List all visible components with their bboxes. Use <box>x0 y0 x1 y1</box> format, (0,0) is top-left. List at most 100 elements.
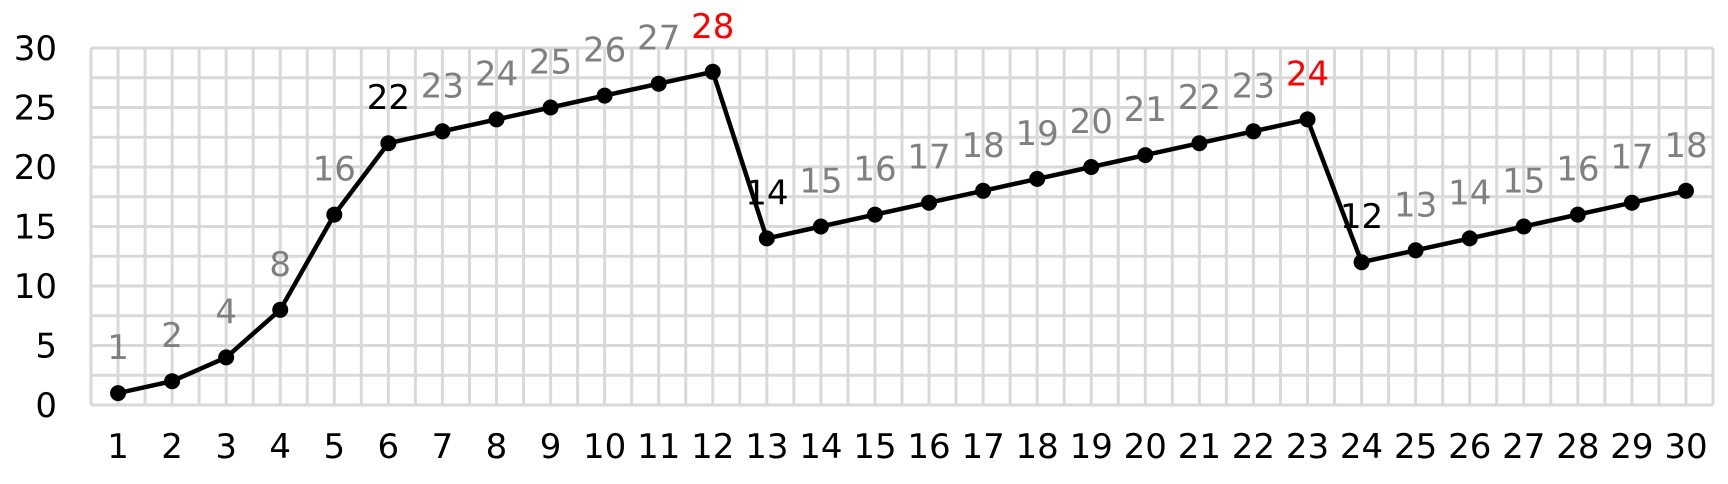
x-tick-label: 10 <box>583 427 626 467</box>
x-tick-label: 25 <box>1394 427 1437 467</box>
data-point <box>488 111 505 128</box>
x-tick-label: 9 <box>540 427 562 467</box>
x-tick-label: 23 <box>1286 427 1329 467</box>
data-label: 27 <box>637 19 680 59</box>
data-point <box>542 99 559 116</box>
data-label: 16 <box>313 150 356 190</box>
data-label: 28 <box>691 7 734 47</box>
data-label: 15 <box>1502 162 1545 202</box>
data-point <box>326 206 343 223</box>
chart-grid <box>89 46 1715 407</box>
data-point <box>650 75 667 92</box>
x-tick-label: 17 <box>961 427 1004 467</box>
y-tick-label: 15 <box>14 208 57 248</box>
x-tick-label: 15 <box>853 427 896 467</box>
data-label: 23 <box>1232 66 1275 106</box>
data-label: 22 <box>367 78 410 118</box>
data-label: 13 <box>1394 185 1437 225</box>
data-point <box>975 182 992 199</box>
data-point <box>1623 194 1640 211</box>
data-point <box>1569 206 1586 223</box>
data-point <box>218 349 235 366</box>
y-tick-label: 10 <box>14 267 57 307</box>
x-tick-label: 22 <box>1232 427 1275 467</box>
data-label: 17 <box>1610 138 1653 178</box>
x-tick-label: 18 <box>1016 427 1059 467</box>
x-tick-label: 2 <box>161 427 183 467</box>
data-label: 12 <box>1340 197 1383 237</box>
x-tick-label: 28 <box>1556 427 1599 467</box>
y-tick-label: 0 <box>35 386 57 426</box>
data-label: 21 <box>1124 90 1167 130</box>
x-tick-label: 29 <box>1610 427 1653 467</box>
data-point <box>110 385 127 402</box>
data-label: 19 <box>1016 114 1059 154</box>
data-label: 20 <box>1070 102 1113 142</box>
data-point <box>434 123 451 140</box>
data-label: 14 <box>1448 173 1491 213</box>
x-tick-label: 21 <box>1178 427 1221 467</box>
x-tick-label: 26 <box>1448 427 1491 467</box>
data-points <box>110 63 1694 402</box>
data-point <box>272 301 289 318</box>
x-tick-label: 11 <box>637 427 680 467</box>
x-tick-label: 19 <box>1070 427 1113 467</box>
x-tick-label: 6 <box>378 427 400 467</box>
data-point <box>1461 230 1478 247</box>
x-tick-label: 5 <box>323 427 345 467</box>
data-point <box>758 230 775 247</box>
y-axis-tick-labels: 0 5 10 15 20 25 30 <box>14 29 57 426</box>
data-point <box>380 135 397 152</box>
data-point <box>866 206 883 223</box>
x-tick-label: 1 <box>107 427 129 467</box>
data-point <box>1191 135 1208 152</box>
x-tick-label: 7 <box>432 427 454 467</box>
data-point <box>164 373 181 390</box>
x-tick-label: 24 <box>1340 427 1383 467</box>
data-label: 24 <box>1286 54 1329 94</box>
y-tick-label: 20 <box>14 148 57 188</box>
data-label: 16 <box>1556 150 1599 190</box>
series-line <box>117 69 1687 396</box>
data-point <box>921 194 938 211</box>
data-point <box>1083 159 1100 175</box>
y-tick-label: 30 <box>14 29 57 69</box>
data-label: 26 <box>583 31 626 71</box>
x-tick-label: 12 <box>691 427 734 467</box>
x-tick-label: 8 <box>486 427 508 467</box>
data-point <box>1137 147 1154 164</box>
y-tick-label: 5 <box>35 327 57 367</box>
x-tick-label: 13 <box>745 427 788 467</box>
data-point <box>1407 242 1424 259</box>
x-tick-label: 14 <box>799 427 842 467</box>
data-label: 22 <box>1178 78 1221 118</box>
data-label: 2 <box>161 316 183 356</box>
data-point <box>812 218 829 235</box>
data-label: 18 <box>961 126 1004 166</box>
data-label: 14 <box>745 173 788 213</box>
x-tick-label: 4 <box>269 427 291 467</box>
data-label: 1 <box>107 328 129 368</box>
x-tick-label: 20 <box>1124 427 1167 467</box>
x-tick-label: 16 <box>907 427 950 467</box>
x-tick-label: 27 <box>1502 427 1545 467</box>
x-tick-label: 30 <box>1664 427 1707 467</box>
data-point <box>596 87 613 104</box>
x-axis-tick-labels: 1 2 3 4 5 6 7 8 9 10 11 12 13 14 15 16 17 18 19 20 21 22 23 24 2… <box>107 427 1707 467</box>
data-point <box>1245 123 1262 140</box>
data-label: 24 <box>475 54 518 94</box>
data-label: 17 <box>907 138 950 178</box>
data-point <box>1515 218 1532 235</box>
data-point <box>1677 182 1694 199</box>
data-label: 8 <box>269 245 291 285</box>
data-point <box>1029 170 1046 187</box>
data-label: 23 <box>421 66 464 106</box>
data-label: 25 <box>529 43 572 83</box>
data-point <box>704 63 721 80</box>
data-label: 18 <box>1664 126 1707 166</box>
y-tick-label: 25 <box>14 89 57 129</box>
data-label: 15 <box>799 162 842 202</box>
data-point <box>1299 111 1316 128</box>
data-label: 4 <box>215 292 237 332</box>
